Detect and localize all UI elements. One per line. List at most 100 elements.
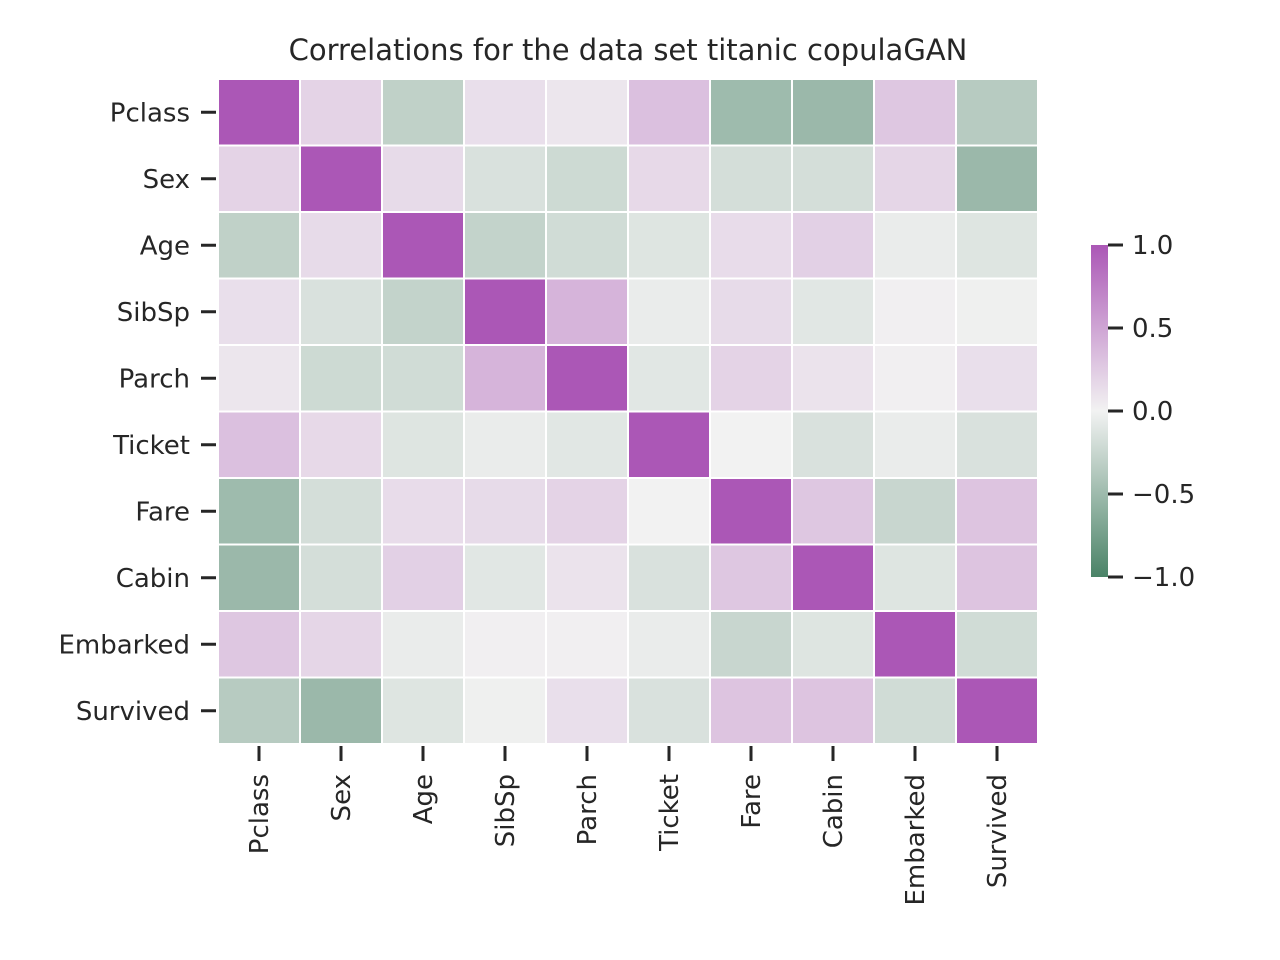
cell-age-sex [299,211,383,280]
cell-sex-sibsp [463,144,547,213]
row-label-embarked: Embarked [58,630,190,660]
cell-embarked-sex [299,610,383,679]
cell-survived-sex [299,676,383,745]
cell-embarked-age [381,610,465,679]
cell-sex-cabin [791,144,875,213]
cell-parch-pclass [217,344,301,413]
cell-fare-pclass [217,477,301,546]
cell-survived-age [381,676,465,745]
cell-ticket-embarked [873,410,957,479]
cell-cabin-sex [299,543,383,612]
cell-cabin-survived [955,543,1039,612]
colorbar-tick-label: 0.0 [1132,397,1173,427]
cell-sex-embarked [873,144,957,213]
cell-parch-cabin [791,344,875,413]
col-axis: Pclass Sex Age SibSp Parch Ticket Fare Cabin Emb… [245,746,1013,906]
colorbar-tick-label: −0.5 [1132,480,1195,510]
cell-sex-age [381,144,465,213]
row-label-ticket: Ticket [112,431,190,461]
cell-embarked-sibsp [463,610,547,679]
cell-survived-cabin [791,676,875,745]
cell-cabin-parch [545,543,629,612]
cell-sibsp-sibsp [463,277,547,346]
cell-ticket-sex [299,410,383,479]
cell-age-age [381,211,465,280]
cell-age-cabin [791,211,875,280]
row-label-parch: Parch [119,364,190,394]
cell-embarked-fare [709,610,793,679]
cell-embarked-cabin [791,610,875,679]
cell-sex-fare [709,144,793,213]
colorbar-gradient [1091,245,1108,577]
row-label-age: Age [140,231,190,261]
cell-pclass-parch [545,78,629,147]
cell-fare-ticket [627,477,711,546]
cell-cabin-ticket [627,543,711,612]
cell-age-pclass [217,211,301,280]
cell-survived-ticket [627,676,711,745]
cell-cabin-cabin [791,543,875,612]
row-axis: Pclass Sex Age SibSp Parch Ticket Fare Cabin Emb… [58,98,216,727]
cell-sex-sex [299,144,383,213]
cell-ticket-pclass [217,410,301,479]
cell-ticket-sibsp [463,410,547,479]
row-label-survived: Survived [76,697,190,727]
cell-age-survived [955,211,1039,280]
cell-age-parch [545,211,629,280]
cell-pclass-survived [955,78,1039,147]
cell-pclass-age [381,78,465,147]
cell-survived-embarked [873,676,957,745]
cell-pclass-ticket [627,78,711,147]
cell-pclass-cabin [791,78,875,147]
cell-cabin-age [381,543,465,612]
cell-sibsp-parch [545,277,629,346]
chart-title: Correlations for the data set titanic co… [289,33,968,67]
col-label-embarked: Embarked [901,774,931,906]
cell-fare-embarked [873,477,957,546]
cell-survived-sibsp [463,676,547,745]
cell-parch-ticket [627,344,711,413]
cell-embarked-embarked [873,610,957,679]
col-label-sex: Sex [327,774,357,821]
col-label-age: Age [409,774,439,824]
cell-cabin-fare [709,543,793,612]
cell-embarked-ticket [627,610,711,679]
cell-parch-survived [955,344,1039,413]
cell-parch-parch [545,344,629,413]
row-label-sex: Sex [143,165,190,195]
cell-age-sibsp [463,211,547,280]
cell-pclass-sibsp [463,78,547,147]
colorbar: 1.0 0.5 0.0 −0.5 −1.0 [1091,231,1195,593]
cell-survived-parch [545,676,629,745]
heatmap-cells [217,78,1039,745]
cell-fare-cabin [791,477,875,546]
cell-sibsp-fare [709,277,793,346]
cell-sex-pclass [217,144,301,213]
cell-embarked-pclass [217,610,301,679]
col-label-pclass: Pclass [245,774,275,854]
cell-ticket-ticket [627,410,711,479]
cell-ticket-cabin [791,410,875,479]
cell-sex-ticket [627,144,711,213]
cell-parch-age [381,344,465,413]
colorbar-tick-label: 0.5 [1132,314,1173,344]
col-label-survived: Survived [983,774,1013,888]
cell-survived-pclass [217,676,301,745]
cell-sibsp-survived [955,277,1039,346]
row-label-fare: Fare [135,497,190,527]
cell-age-ticket [627,211,711,280]
cell-sex-survived [955,144,1039,213]
col-label-sibsp: SibSp [491,774,521,847]
cell-cabin-pclass [217,543,301,612]
cell-ticket-age [381,410,465,479]
cell-pclass-sex [299,78,383,147]
cell-embarked-parch [545,610,629,679]
cell-sibsp-ticket [627,277,711,346]
cell-age-embarked [873,211,957,280]
cell-sibsp-cabin [791,277,875,346]
cell-parch-fare [709,344,793,413]
cell-pclass-embarked [873,78,957,147]
col-label-ticket: Ticket [655,774,685,852]
cell-parch-sibsp [463,344,547,413]
cell-cabin-embarked [873,543,957,612]
